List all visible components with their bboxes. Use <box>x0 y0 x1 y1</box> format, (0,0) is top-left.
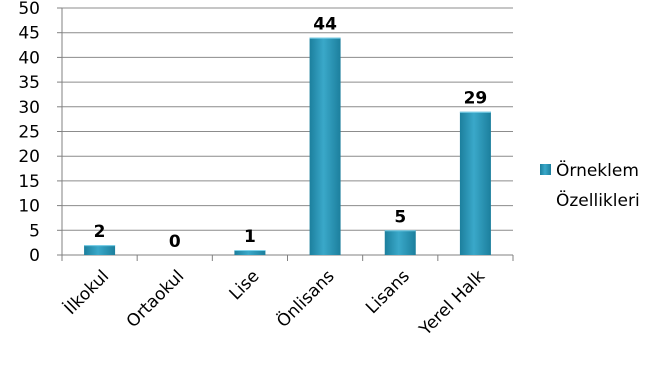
legend-swatch <box>540 164 551 175</box>
data-labels: 2 0 1 44 5 29 <box>94 15 488 252</box>
y-tick-label: 30 <box>18 98 40 118</box>
legend-label-line-1: Örneklem <box>556 159 639 181</box>
data-label: 1 <box>244 227 256 247</box>
y-tick-label: 45 <box>18 24 40 44</box>
data-label: 5 <box>394 207 406 227</box>
bar-0 <box>84 245 116 255</box>
y-tick-label: 0 <box>29 246 40 266</box>
bar-4 <box>384 230 416 255</box>
x-tick-label: Yerel Halk <box>415 266 489 340</box>
x-tick-label: İlkokul <box>60 266 113 319</box>
data-label: 2 <box>94 222 106 242</box>
y-tick-label: 5 <box>29 221 40 241</box>
bar-3 <box>309 37 341 255</box>
data-label: 0 <box>169 232 181 252</box>
gridlines <box>62 7 513 231</box>
legend: Örneklem Özellikleri <box>540 159 640 211</box>
y-tick-label: 10 <box>18 197 40 217</box>
y-tick-label: 20 <box>18 147 40 167</box>
x-tick-label: Ortaokul <box>123 266 189 332</box>
y-tick-label: 25 <box>18 123 40 143</box>
data-label: 29 <box>464 89 488 109</box>
y-tick-label: 15 <box>18 172 40 192</box>
x-tick-labels: İlkokul Ortaokul Lise Önlisans Lisans Yerel H… <box>60 265 489 340</box>
x-tick-label: Önlisans <box>272 265 339 332</box>
bars <box>84 37 491 256</box>
data-label: 44 <box>313 15 337 35</box>
bar-2 <box>234 250 266 255</box>
bar-5 <box>459 111 491 256</box>
axes <box>57 7 514 261</box>
y-tick-label: 40 <box>18 48 40 68</box>
x-tick-label: Lise <box>226 266 264 304</box>
y-tick-label: 35 <box>18 73 40 93</box>
y-tick-label: 50 <box>18 0 40 19</box>
legend-label-line-2: Özellikleri <box>556 189 640 211</box>
x-tick-label: Lisans <box>362 266 414 318</box>
y-tick-labels: 0 5 10 15 20 25 30 35 40 45 50 <box>18 0 40 266</box>
